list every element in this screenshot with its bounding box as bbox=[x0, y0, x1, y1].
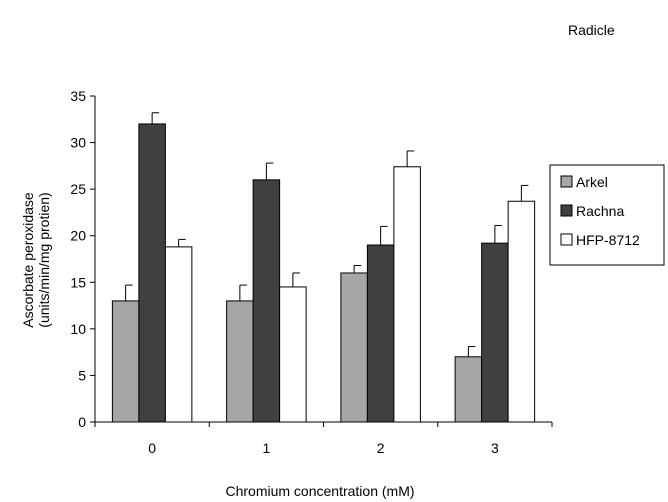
bar-hfp-8712-1 bbox=[279, 286, 307, 423]
bar-rachna-0 bbox=[138, 123, 166, 423]
y-tick-label: 30 bbox=[70, 135, 86, 151]
y-tick-label: 5 bbox=[78, 367, 86, 383]
bar-arkel-0 bbox=[111, 300, 140, 423]
y-axis-ticks: 0 5 10 15 20 25 30 35 bbox=[70, 88, 95, 430]
x-axis-title: Chromium concentration (mM) bbox=[225, 483, 414, 499]
legend-swatch-hfp-8712 bbox=[560, 233, 573, 246]
y-axis-title-line1: Ascorbate peroxidase bbox=[20, 192, 36, 328]
y-tick-label: 20 bbox=[70, 228, 86, 244]
y-tick-label: 0 bbox=[78, 414, 86, 430]
legend-swatch-rachna bbox=[560, 204, 573, 217]
y-tick-label: 10 bbox=[70, 321, 86, 337]
bar-arkel-1 bbox=[226, 300, 254, 423]
y-axis-title-line2: (units/min/mg protien) bbox=[36, 192, 52, 327]
y-tick-label: 15 bbox=[70, 274, 86, 290]
legend-label: Arkel bbox=[576, 174, 608, 190]
x-tick-label: 0 bbox=[148, 440, 156, 456]
y-tick-label: 25 bbox=[70, 181, 86, 197]
bar-rachna-2 bbox=[366, 244, 395, 423]
chart-title: Radicle bbox=[568, 22, 615, 38]
x-tick-label: 1 bbox=[262, 440, 270, 456]
x-tick-label: 2 bbox=[377, 440, 385, 456]
bar-hfp-8712-2 bbox=[393, 166, 421, 423]
legend-swatch-arkel bbox=[560, 175, 573, 188]
bars bbox=[111, 112, 536, 423]
legend: Arkel Rachna HFP-8712 bbox=[549, 164, 665, 266]
bar-arkel-2 bbox=[340, 272, 368, 423]
bar-rachna-1 bbox=[252, 179, 281, 423]
y-tick-label: 35 bbox=[70, 88, 86, 104]
bar-rachna-3 bbox=[481, 242, 509, 423]
bar-hfp-8712-3 bbox=[507, 200, 536, 423]
bar-hfp-8712-0 bbox=[164, 246, 193, 423]
x-tick-label: 3 bbox=[491, 440, 499, 456]
legend-label: HFP-8712 bbox=[576, 232, 640, 248]
legend-label: Rachna bbox=[576, 203, 624, 219]
x-axis-ticks: 0 1 2 3 bbox=[94, 422, 553, 456]
bar-arkel-3 bbox=[454, 356, 483, 423]
